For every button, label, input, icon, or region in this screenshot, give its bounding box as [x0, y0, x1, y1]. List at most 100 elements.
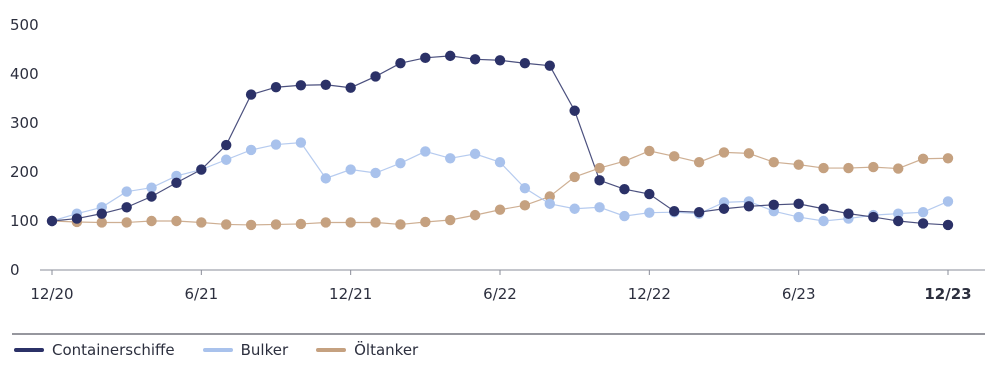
data-point-containerschiffe — [644, 188, 655, 200]
y-tick-label: 200 — [10, 163, 39, 181]
legend-label-containerschiffe: Containerschiffe — [52, 341, 175, 359]
data-point-öltanker — [96, 217, 107, 228]
data-point-containerschiffe — [917, 218, 929, 229]
data-point-öltanker — [743, 148, 755, 159]
data-point-bulker — [893, 208, 904, 219]
data-point-bulker — [818, 215, 829, 227]
data-point-containerschiffe — [893, 215, 904, 227]
y-tick-label: 100 — [10, 212, 39, 230]
data-point-containerschiffe — [221, 139, 232, 151]
data-point-containerschiffe — [345, 82, 356, 93]
data-point-öltanker — [569, 171, 580, 183]
data-point-öltanker — [121, 217, 132, 228]
data-point-öltanker — [594, 162, 605, 174]
data-point-containerschiffe — [320, 79, 331, 90]
data-point-öltanker — [245, 219, 257, 231]
data-point-öltanker — [295, 218, 307, 230]
data-point-öltanker — [494, 204, 506, 215]
data-point-öltanker — [370, 217, 381, 228]
legend-swatch-oeltanker — [316, 348, 347, 352]
data-point-bulker — [221, 154, 232, 165]
x-tick-label: 12/22 — [628, 285, 671, 303]
data-point-containerschiffe — [544, 60, 555, 71]
data-point-bulker — [146, 182, 157, 193]
data-point-bulker — [544, 198, 555, 210]
data-point-bulker — [370, 167, 381, 179]
data-point-bulker — [917, 206, 929, 218]
data-point-containerschiffe — [942, 219, 954, 231]
data-point-containerschiffe — [270, 82, 282, 93]
data-point-öltanker — [768, 157, 779, 168]
data-point-containerschiffe — [445, 50, 456, 62]
data-point-öltanker — [793, 159, 804, 170]
legend-item-bulker: Bulker — [202, 341, 289, 359]
data-point-bulker — [270, 139, 282, 150]
data-point-öltanker — [718, 147, 730, 158]
legend-item-oeltanker: Öltanker — [316, 341, 418, 359]
data-point-öltanker — [196, 217, 207, 228]
data-point-öltanker — [644, 145, 655, 157]
data-point-bulker — [445, 153, 456, 164]
data-point-containerschiffe — [494, 55, 506, 66]
data-point-bulker — [793, 211, 804, 223]
data-point-bulker — [942, 196, 954, 207]
data-point-containerschiffe — [245, 89, 257, 100]
data-point-containerschiffe — [71, 213, 83, 224]
data-point-öltanker — [669, 151, 680, 162]
data-point-öltanker — [544, 191, 555, 202]
y-tick-label: 400 — [10, 65, 39, 83]
x-tick-label: 6/23 — [782, 285, 816, 303]
data-point-bulker — [345, 164, 356, 175]
data-point-bulker — [245, 144, 257, 156]
data-point-öltanker — [320, 217, 331, 228]
data-point-containerschiffe — [395, 58, 406, 69]
legend: Containerschiffe Bulker Öltanker — [14, 341, 446, 359]
data-point-öltanker — [445, 214, 456, 226]
data-point-öltanker — [345, 217, 356, 228]
data-point-containerschiffe — [843, 208, 854, 219]
data-point-bulker — [494, 157, 506, 168]
x-tick-label: 12/21 — [329, 285, 372, 303]
data-point-öltanker — [519, 200, 531, 211]
legend-label-oeltanker: Öltanker — [354, 341, 419, 359]
data-point-bulker — [420, 146, 431, 157]
data-point-containerschiffe — [146, 191, 157, 202]
data-point-containerschiffe — [669, 206, 680, 217]
y-tick-label: 300 — [10, 114, 39, 132]
data-point-containerschiffe — [370, 71, 381, 82]
data-point-öltanker — [270, 219, 282, 230]
data-point-containerschiffe — [818, 203, 829, 214]
data-point-öltanker — [146, 215, 157, 227]
data-point-öltanker — [469, 209, 481, 221]
data-point-bulker — [619, 210, 630, 222]
data-point-bulker — [121, 186, 132, 197]
data-point-öltanker — [221, 219, 232, 230]
data-point-öltanker — [420, 216, 431, 228]
data-point-öltanker — [942, 153, 954, 164]
legend-label-bulker: Bulker — [240, 341, 289, 359]
data-point-öltanker — [818, 162, 829, 174]
data-point-bulker — [320, 173, 331, 184]
data-point-öltanker — [893, 163, 904, 174]
y-tick-label: 500 — [10, 16, 39, 34]
data-point-bulker — [295, 137, 307, 148]
data-point-containerschiffe — [96, 208, 107, 219]
data-point-bulker — [469, 148, 481, 160]
data-point-öltanker — [843, 162, 854, 174]
data-point-öltanker — [868, 161, 879, 173]
data-point-containerschiffe — [46, 215, 58, 227]
data-point-containerschiffe — [121, 202, 132, 213]
data-point-containerschiffe — [420, 52, 431, 64]
legend-swatch-containerschiffe — [14, 348, 44, 352]
data-point-containerschiffe — [469, 54, 481, 65]
data-point-bulker — [395, 157, 406, 169]
series-line-containerschiffe — [51, 55, 949, 226]
x-tick-label: 12/20 — [30, 285, 73, 303]
data-point-öltanker — [395, 219, 406, 230]
data-point-containerschiffe — [743, 201, 755, 212]
data-point-containerschiffe — [693, 206, 705, 218]
data-point-öltanker — [619, 156, 630, 167]
data-point-bulker — [594, 202, 605, 213]
data-point-containerschiffe — [196, 164, 207, 175]
